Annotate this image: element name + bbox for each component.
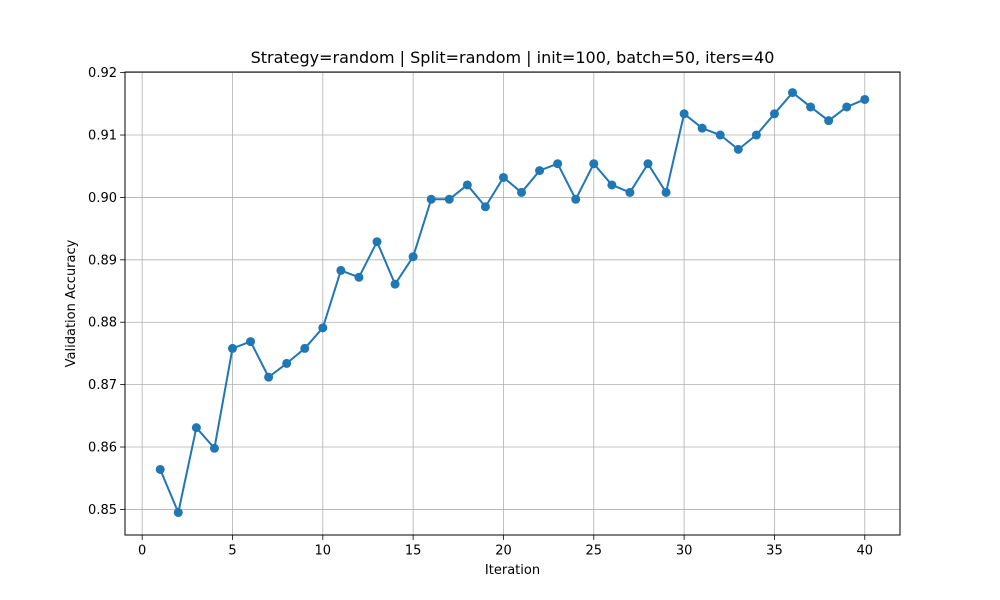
data-point (318, 323, 328, 333)
y-tick-label: 0.87 (88, 378, 117, 393)
data-point (264, 372, 274, 382)
series-layer (155, 88, 870, 518)
data-point (769, 109, 779, 119)
y-tick-label: 0.85 (88, 503, 117, 518)
y-tick-label: 0.91 (88, 129, 117, 144)
x-tick-label: 35 (766, 544, 783, 559)
chart-title: Strategy=random | Split=random | init=10… (251, 48, 775, 67)
data-point (733, 144, 743, 154)
data-point (426, 194, 436, 204)
data-point (227, 343, 237, 353)
data-point (282, 358, 292, 368)
x-tick-label: 5 (228, 544, 236, 559)
data-point (173, 508, 183, 518)
data-point (806, 102, 816, 112)
data-point (607, 180, 617, 190)
x-tick-label: 30 (676, 544, 693, 559)
data-point (860, 94, 870, 104)
x-tick-label: 15 (405, 544, 422, 559)
data-point (715, 130, 725, 140)
data-point (408, 252, 418, 262)
y-tick-label: 0.92 (88, 66, 117, 81)
y-tick-label: 0.88 (88, 316, 117, 331)
data-point (842, 102, 852, 112)
data-point (697, 123, 707, 133)
x-tick-label: 0 (138, 544, 146, 559)
data-point (246, 337, 256, 347)
series-line (159, 91, 866, 514)
data-point (788, 88, 798, 98)
y-axis-label: Validation Accuracy (64, 239, 79, 367)
data-point (498, 172, 508, 182)
ticks: 0 5 10 15 20 25 30 35 40 0.85 0.86 0.87 0.88 0.89 0.90… (88, 66, 873, 558)
data-point (462, 180, 472, 190)
data-point (155, 464, 165, 474)
data-point (517, 187, 527, 197)
plot-area (125, 72, 900, 535)
data-point (444, 194, 454, 204)
y-tick-label: 0.89 (88, 253, 117, 268)
data-point (480, 202, 490, 212)
data-point (535, 166, 545, 176)
data-point (571, 194, 581, 204)
x-tick-label: 10 (315, 544, 332, 559)
data-point (390, 279, 400, 289)
x-tick-label: 25 (586, 544, 603, 559)
data-point (625, 187, 635, 197)
data-point (751, 130, 761, 140)
data-point (372, 237, 382, 247)
y-tick-label: 0.86 (88, 441, 117, 456)
grid (125, 72, 900, 535)
x-tick-label: 40 (856, 544, 873, 559)
x-tick-label: 20 (495, 544, 512, 559)
data-point (679, 109, 689, 119)
data-point (300, 343, 310, 353)
data-point (661, 187, 671, 197)
data-point (354, 272, 364, 282)
data-point (336, 265, 346, 275)
data-point (589, 159, 599, 169)
data-point (824, 116, 834, 126)
data-point (209, 443, 219, 453)
data-point (191, 423, 201, 433)
x-axis-label: Iteration (485, 563, 540, 578)
data-point (553, 159, 563, 169)
y-tick-label: 0.90 (88, 191, 117, 206)
data-point (643, 159, 653, 169)
plot-frame (124, 71, 901, 536)
